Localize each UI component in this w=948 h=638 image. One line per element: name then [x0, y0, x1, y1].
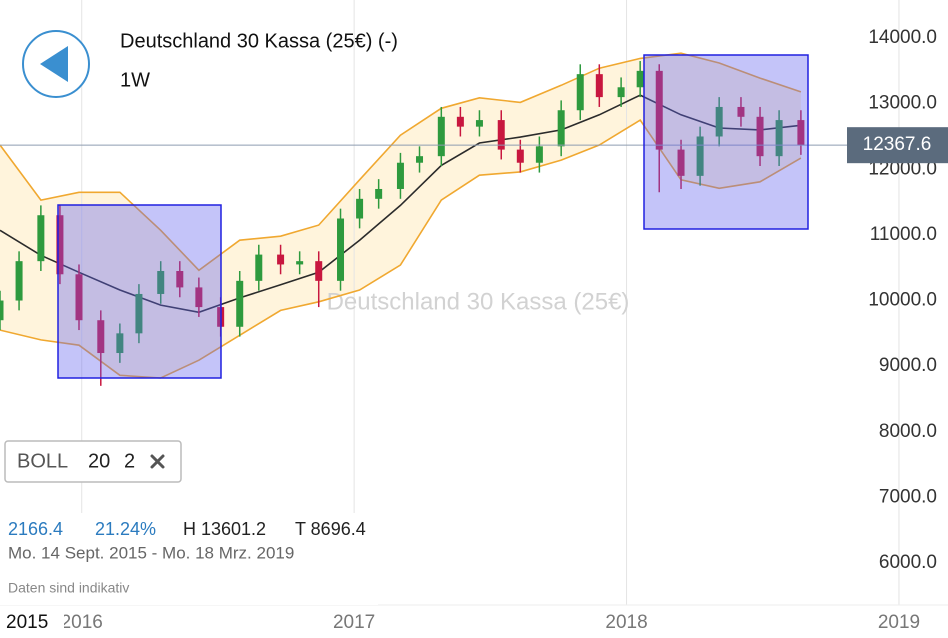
watermark: Deutschland 30 Kassa (25€): [327, 288, 630, 315]
highlight-box: [643, 54, 809, 230]
middle-band: [0, 94, 801, 314]
candle-body: [37, 215, 45, 262]
candle-body: [557, 110, 565, 147]
candle-body: [595, 74, 603, 98]
candle-body: [416, 156, 424, 163]
lower-band: [0, 119, 802, 379]
candle-body: [396, 162, 404, 189]
interval[interactable]: 1W: [120, 69, 150, 91]
candle-body: [475, 120, 483, 127]
candle-body: [756, 116, 764, 157]
candle-body: [56, 215, 64, 275]
candle-body: [15, 261, 23, 301]
indicator-remove[interactable]: [150, 454, 165, 469]
edge-label-bg: [0, 608, 64, 638]
candle-body: [535, 146, 543, 163]
candle-body: [0, 300, 4, 321]
candle-body: [157, 271, 165, 294]
candle-body: [296, 261, 304, 265]
candle-body: [576, 74, 584, 111]
x-tick-label: 2017: [333, 612, 375, 633]
candle-body: [337, 218, 345, 281]
candle-body: [655, 70, 663, 150]
y-tick-label: 10000.0: [868, 290, 937, 311]
x-tick-label: 2016: [61, 612, 103, 633]
y-tick-label: 13000.0: [868, 93, 937, 114]
y-tick-label: 14000.0: [868, 27, 937, 48]
x-tick-label: 2019: [878, 612, 920, 633]
candle-body: [315, 261, 323, 281]
candle-body: [437, 116, 445, 157]
stats-bg: [0, 513, 378, 605]
back-button[interactable]: [22, 30, 90, 98]
disclaimer: Daten sind indikativ: [8, 580, 129, 596]
change: 2166.4: [8, 519, 63, 539]
indicator-period: 20: [88, 450, 110, 472]
back-arrow[interactable]: [40, 46, 68, 82]
period-high: H 13601.2: [183, 519, 266, 539]
indicator-chip-box[interactable]: [4, 440, 182, 483]
last-price-label: 12367.6: [863, 134, 932, 155]
period-low: T 8696.4: [295, 519, 366, 539]
instrument-title: Deutschland 30 Kassa (25€) (-): [120, 30, 398, 52]
indicator-name: BOLL: [17, 450, 68, 472]
candle-body: [195, 287, 203, 308]
y-tick-label: 7000.0: [879, 486, 937, 507]
candle-body: [277, 254, 285, 265]
candle-body: [775, 120, 783, 157]
candle-body: [236, 280, 244, 327]
candle-body: [617, 87, 625, 98]
candle-body: [636, 70, 644, 88]
edge-year-label: 2015: [6, 612, 48, 633]
candle-body: [456, 116, 464, 127]
candle-body: [715, 106, 723, 137]
candle-body: [135, 293, 143, 334]
highlight-box: [57, 204, 222, 379]
date-range: Mo. 14 Sept. 2015 - Mo. 18 Mrz. 2019: [8, 543, 294, 562]
candle-body: [176, 271, 184, 288]
candle-body: [737, 106, 745, 117]
y-tick-label: 8000.0: [879, 421, 937, 442]
candle-body: [375, 188, 383, 199]
candle-body: [255, 254, 263, 281]
axes: 6000.0 7000.0 8000.0 9000.0 10000.0 11000.0 12…: [0, 27, 948, 638]
candle-body: [516, 149, 524, 163]
candle-body: [356, 198, 364, 219]
indicator-deviation: 2: [124, 450, 135, 472]
last-price-tag: [847, 127, 948, 164]
candle-body: [677, 149, 685, 176]
change-percent: 21.24%: [95, 519, 156, 539]
remove-icon[interactable]: [150, 454, 165, 469]
candle-body: [97, 320, 105, 354]
candle-body: [116, 333, 124, 354]
x-tick-label: 2018: [605, 612, 647, 633]
y-tick-label: 12000.0: [868, 158, 937, 179]
candle-body: [696, 136, 704, 176]
candle-body: [497, 120, 505, 150]
y-tick-label: 9000.0: [879, 355, 937, 376]
candle-body: [797, 120, 805, 146]
y-tick-label: 11000.0: [870, 224, 937, 245]
plot-overlay: [57, 54, 809, 379]
candle-body: [75, 274, 83, 321]
indicator-chip[interactable]: BOLL 20 2: [4, 440, 182, 483]
y-tick-label: 6000.0: [879, 552, 937, 573]
